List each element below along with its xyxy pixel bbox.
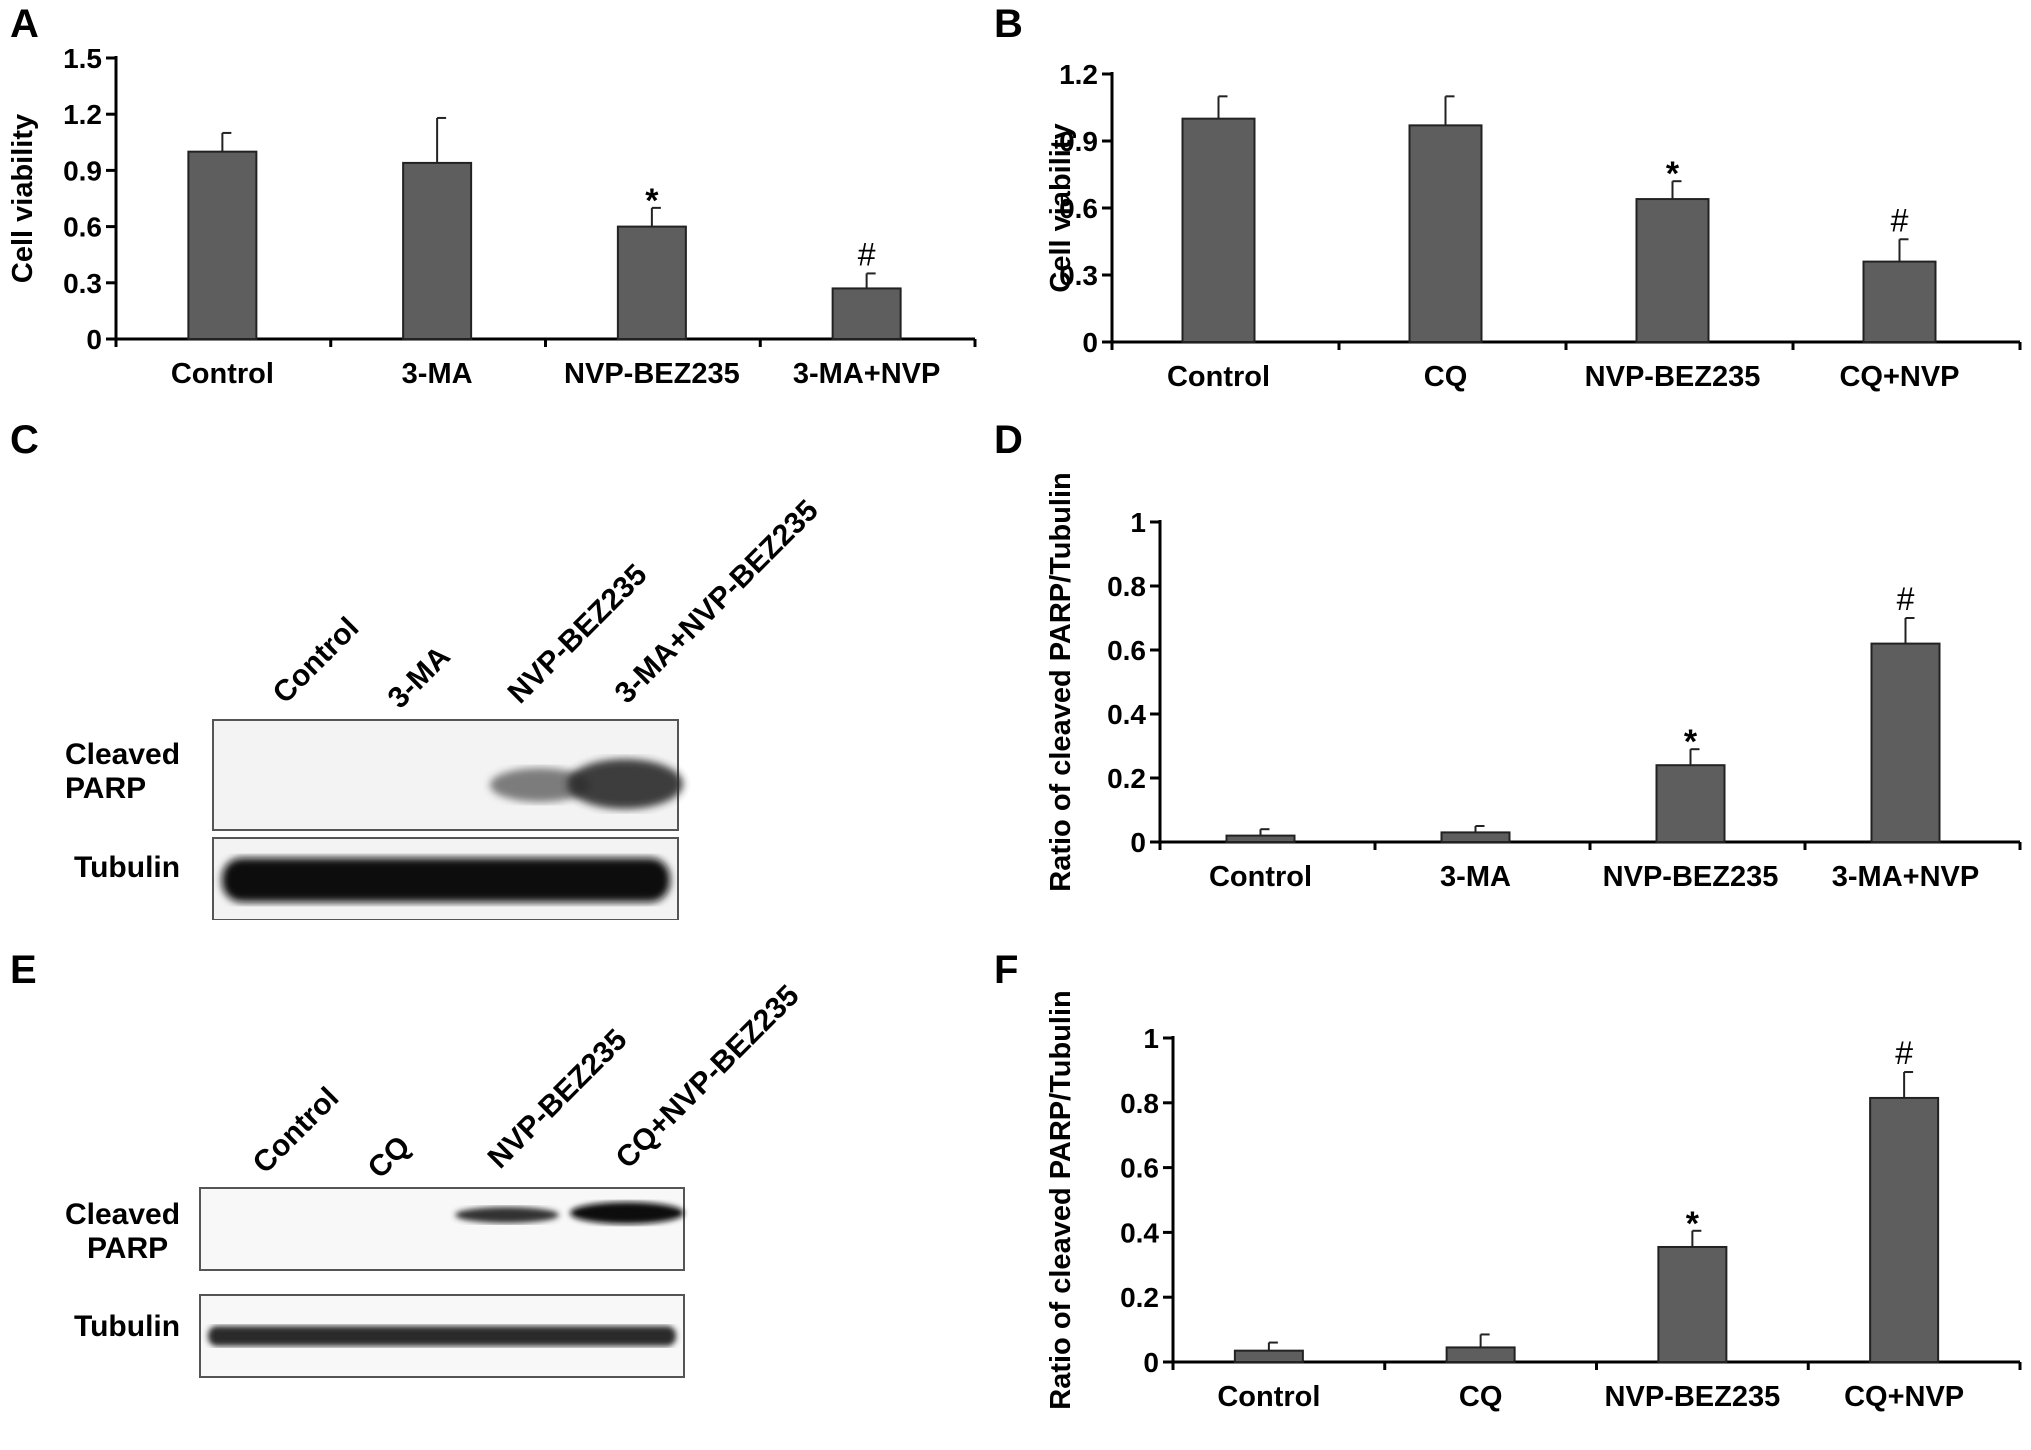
chart-f-y-tick-label: 0.6 [1120, 1153, 1159, 1184]
chart-a-y-tick-label: 1.5 [63, 43, 102, 74]
chart-f-significance-marker-2: * [1686, 1205, 1700, 1243]
blot-e-parp-membrane [199, 1187, 685, 1271]
chart-f-bar-0 [1233, 1349, 1304, 1364]
chart-b-significance-marker-2: * [1666, 155, 1680, 193]
blot-e-row-label-tubulin: Tubulin [74, 1310, 180, 1343]
chart-d-y-tick-label: 0.8 [1107, 571, 1146, 602]
chart-d-bar-0 [1225, 834, 1296, 844]
chart-d-significance-marker-3: # [1897, 581, 1915, 617]
chart-b-bar-2 [1635, 198, 1710, 343]
bar-chart-b: 0 0.3 0.6 0.9 1.2 Cell viability Control CQ * NVP… [1045, 59, 2022, 393]
chart-a-y-tick-label: 0.3 [63, 268, 102, 299]
chart-b-y-tick-label: 0 [1082, 327, 1098, 358]
panel-label-b: B [994, 2, 1023, 46]
chart-d-y-tick-label: 0.4 [1107, 699, 1146, 730]
chart-a-y-tick-label: 0.6 [63, 212, 102, 243]
blot-e-lane-label-1: CQ [362, 1130, 417, 1185]
chart-a-category-label-1: 3-MA [402, 358, 473, 390]
chart-b-y-tick-label: 0.3 [1059, 260, 1098, 291]
chart-d-y-tick-label: 0 [1130, 827, 1146, 858]
blot-e-tubulin-band [208, 1326, 676, 1346]
chart-f-bar-3 [1869, 1096, 1940, 1363]
chart-f-bar-2 [1657, 1245, 1728, 1364]
chart-a-y-tick-label: 1.2 [63, 99, 102, 130]
chart-f-y-tick-label: 0.4 [1120, 1217, 1159, 1248]
blot-e-lane-label-0: Control [247, 1081, 346, 1180]
chart-b-bar-3 [1862, 260, 1937, 344]
chart-b-bar-1 [1408, 124, 1483, 343]
chart-d-bar-1 [1440, 831, 1511, 843]
panel-label-d: D [994, 418, 1023, 462]
chart-f-category-label-3: CQ+NVP [1844, 1381, 1964, 1413]
chart-b-significance-marker-3: # [1891, 202, 1909, 238]
chart-f-bar-1 [1445, 1346, 1516, 1364]
chart-b-y-tick-label: 0.6 [1059, 193, 1098, 224]
chart-a-significance-marker-2: * [645, 182, 659, 220]
chart-f-category-label-0: Control [1217, 1381, 1320, 1413]
panel-label-c: C [10, 418, 39, 462]
western-blot-c: Control 3-MA NVP-BEZ235 3-MA+NVP-BEZ235 … [65, 494, 825, 920]
blot-c-lane-label-3: 3-MA+NVP-BEZ235 [609, 494, 825, 710]
chart-d-significance-marker-2: * [1684, 723, 1698, 761]
chart-a-category-label-3: 3-MA+NVP [793, 358, 940, 390]
chart-f-y-tick-label: 1 [1143, 1023, 1159, 1054]
chart-a-y-tick-label: 0 [86, 324, 102, 355]
blot-e-parp-band-3 [570, 1202, 684, 1224]
blot-c-parp-band-3 [567, 759, 683, 809]
chart-b-y-tick-label: 1.2 [1059, 59, 1098, 90]
chart-a-bar-0 [187, 150, 258, 340]
chart-d-category-label-3: 3-MA+NVP [1832, 861, 1979, 893]
chart-b-y-tick-label: 0.9 [1059, 126, 1098, 157]
bar-chart-a: 0 0.3 0.6 0.9 1.2 1.5 Cell viability Control 3-M… [7, 43, 977, 390]
panel-label-a: A [10, 2, 39, 46]
western-blot-e: Control CQ NVP-BEZ235 CQ+NVP-BEZ235 Clea… [65, 979, 806, 1378]
chart-d-category-label-2: NVP-BEZ235 [1603, 861, 1779, 893]
chart-a-bar-1 [402, 161, 473, 340]
panel-label-f: F [994, 948, 1019, 992]
chart-d-y-tick-label: 0.6 [1107, 635, 1146, 666]
chart-f-y-tick-label: 0.2 [1120, 1282, 1159, 1313]
bar-chart-f: 0 0.2 0.4 0.6 0.8 1 Ratio of cleaved PARP/Tubu… [1045, 990, 2022, 1413]
bar-chart-d: 0 0.2 0.4 0.6 0.8 1 Ratio of cleaved PARP/Tubu… [1045, 472, 2022, 893]
chart-d-bar-3 [1870, 642, 1941, 843]
blot-e-lane-label-3: CQ+NVP-BEZ235 [610, 979, 806, 1175]
blot-e-row-label-parp-2: PARP [87, 1232, 168, 1265]
blot-c-row-label-parp-1: Cleaved [65, 738, 180, 771]
panel-label-e: E [10, 948, 37, 992]
blot-c-row-label-parp-2: PARP [65, 772, 146, 805]
chart-b-bar-0 [1181, 117, 1256, 343]
chart-a-category-label-0: Control [171, 358, 274, 390]
blot-c-lane-label-0: Control [267, 611, 366, 710]
chart-a-significance-marker-3: # [858, 236, 876, 272]
chart-b-category-label-2: NVP-BEZ235 [1585, 361, 1761, 393]
blot-e-row-label-parp-1: Cleaved [65, 1198, 180, 1231]
blot-c-tubulin-band [222, 858, 670, 902]
chart-d-category-label-0: Control [1209, 861, 1312, 893]
blot-e-parp-band-2 [455, 1207, 559, 1223]
blot-c-row-label-tubulin: Tubulin [74, 851, 180, 884]
chart-d-y-tick-label: 1 [1130, 507, 1146, 538]
chart-a-bar-3 [831, 287, 902, 341]
chart-f-category-label-2: NVP-BEZ235 [1605, 1381, 1781, 1413]
blot-c-parp-band-2 [490, 768, 590, 802]
chart-f-y-tick-label: 0.8 [1120, 1088, 1159, 1119]
chart-f-significance-marker-3: # [1895, 1035, 1913, 1071]
chart-f-y-axis-label: Ratio of cleaved PARP/Tubulin [1045, 990, 1077, 1409]
chart-f-category-label-1: CQ [1459, 1381, 1503, 1413]
chart-d-bar-2 [1655, 764, 1726, 844]
chart-d-category-label-1: 3-MA [1440, 861, 1511, 893]
chart-b-category-label-1: CQ [1424, 361, 1468, 393]
chart-d-y-tick-label: 0.2 [1107, 763, 1146, 794]
chart-d-y-axis-label: Ratio of cleaved PARP/Tubulin [1045, 472, 1077, 891]
chart-a-bar-2 [616, 225, 687, 341]
chart-b-y-axis-label: Cell viability [1045, 123, 1077, 292]
chart-a-category-label-2: NVP-BEZ235 [564, 358, 740, 390]
chart-a-y-tick-label: 0.9 [63, 155, 102, 186]
chart-a-y-axis-label: Cell viability [7, 114, 39, 283]
chart-b-category-label-0: Control [1167, 361, 1270, 393]
chart-b-category-label-3: CQ+NVP [1839, 361, 1959, 393]
chart-f-y-tick-label: 0 [1143, 1347, 1159, 1378]
blot-c-lane-label-1: 3-MA [382, 640, 457, 715]
